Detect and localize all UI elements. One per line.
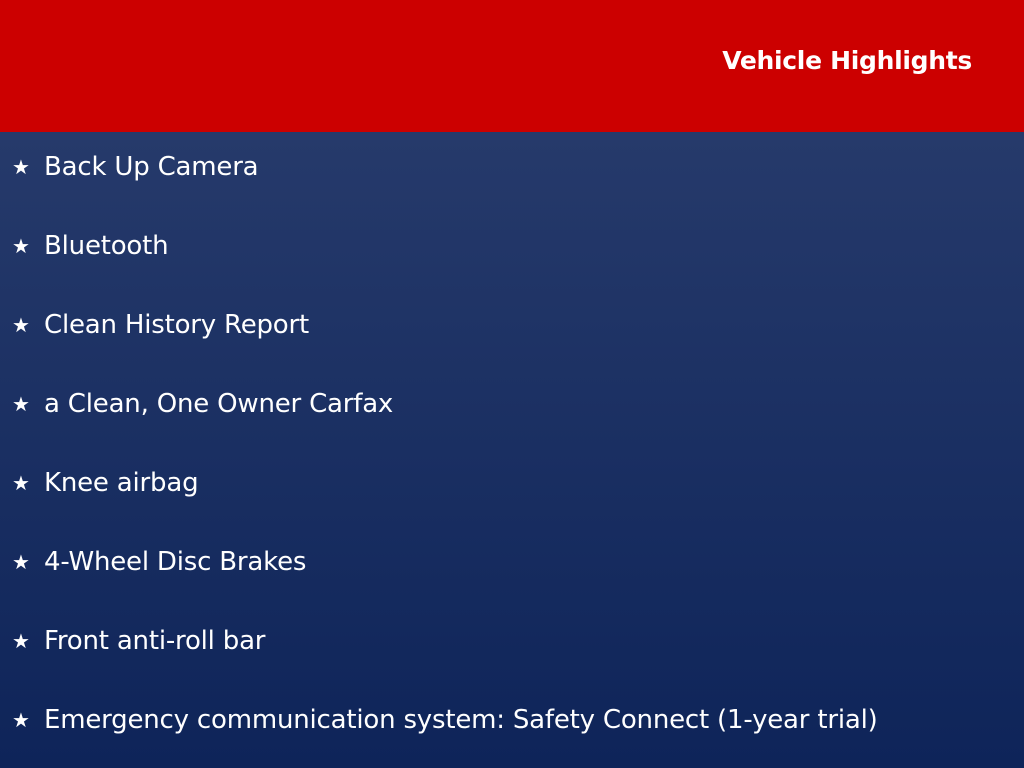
list-item: ★ Front anti-roll bar xyxy=(12,626,266,656)
star-icon: ★ xyxy=(12,313,30,337)
list-item: ★ 4-Wheel Disc Brakes xyxy=(12,547,306,577)
list-item-label: Knee airbag xyxy=(44,468,199,498)
star-icon: ★ xyxy=(12,550,30,574)
star-icon: ★ xyxy=(12,155,30,179)
star-icon: ★ xyxy=(12,629,30,653)
star-icon: ★ xyxy=(12,392,30,416)
highlights-list: ★ Back Up Camera ★ Bluetooth ★ Clean History … xyxy=(0,132,1024,768)
list-item: ★ a Clean, One Owner Carfax xyxy=(12,389,393,419)
list-item: ★ Knee airbag xyxy=(12,468,199,498)
page-title: Vehicle Highlights xyxy=(722,46,972,75)
header-banner: Vehicle Highlights xyxy=(0,0,1024,132)
list-item: ★ Clean History Report xyxy=(12,310,309,340)
list-item-label: Clean History Report xyxy=(44,310,310,340)
star-icon: ★ xyxy=(12,471,30,495)
star-icon: ★ xyxy=(12,708,30,732)
list-item-label: Front anti-roll bar xyxy=(44,626,266,656)
list-item-label: a Clean, One Owner Carfax xyxy=(44,389,394,419)
list-item-label: 4-Wheel Disc Brakes xyxy=(44,547,307,577)
list-item-label: Bluetooth xyxy=(44,231,169,261)
star-icon: ★ xyxy=(12,234,30,258)
list-item: ★ Emergency communication system: Safety … xyxy=(12,705,878,735)
list-item-label: Back Up Camera xyxy=(44,152,259,182)
list-item-label: Emergency communication system: Safety C… xyxy=(44,705,878,735)
list-item: ★ Bluetooth xyxy=(12,231,169,261)
list-item: ★ Back Up Camera xyxy=(12,152,259,182)
